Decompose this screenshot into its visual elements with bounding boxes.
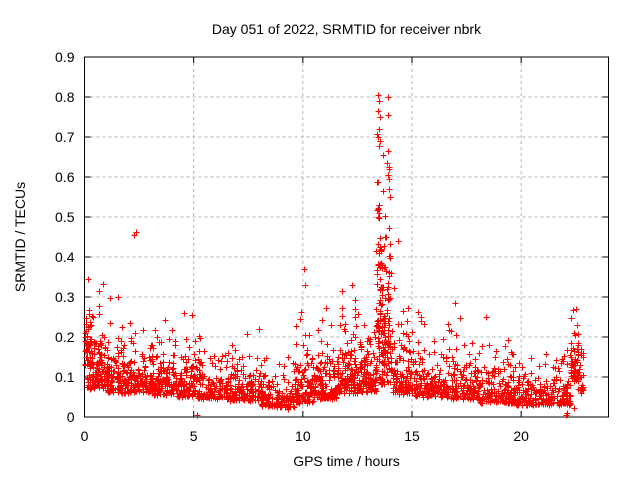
x-tick-label: 10 (295, 428, 311, 444)
x-axis-label: GPS time / hours (293, 453, 400, 469)
x-tick-label: 20 (513, 428, 529, 444)
chart-title: Day 051 of 2022, SRMTID for receiver nbr… (211, 21, 482, 37)
y-tick-label: 0.8 (55, 89, 75, 105)
y-tick-label: 0.5 (55, 209, 75, 225)
y-tick-label: 0.1 (55, 369, 75, 385)
scatter-points (82, 92, 587, 419)
tick-marks (84, 56, 609, 418)
y-tick-label: 0.2 (55, 329, 75, 345)
x-tick-label: 5 (190, 428, 198, 444)
y-tick-label: 0.6 (55, 169, 75, 185)
x-tick-label: 15 (404, 428, 420, 444)
plot-border (84, 56, 609, 418)
y-tick-label: 0.9 (55, 49, 75, 65)
y-tick-label: 0.4 (55, 249, 75, 265)
y-tick-label: 0 (67, 409, 75, 425)
y-tick-label: 0.7 (55, 129, 75, 145)
grid-lines (84, 57, 609, 417)
y-tick-label: 0.3 (55, 289, 75, 305)
x-tick-label: 0 (81, 428, 89, 444)
